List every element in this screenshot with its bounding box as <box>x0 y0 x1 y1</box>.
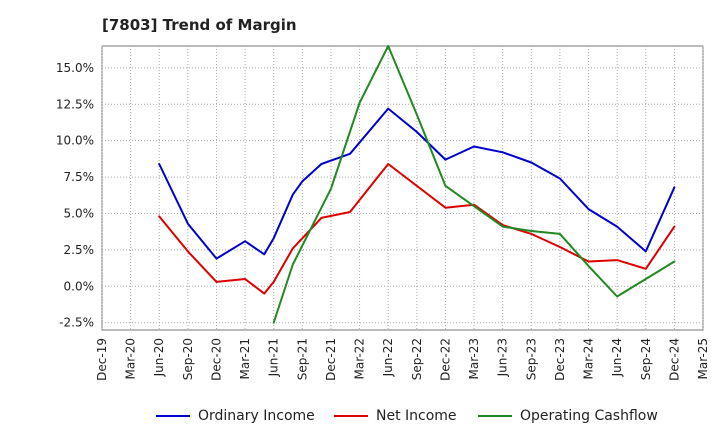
legend-swatch-net-income <box>334 415 368 417</box>
legend-swatch-operating-cashflow <box>478 415 512 417</box>
x-tick-label: Dec-22 <box>438 338 452 381</box>
x-tick-label: Jun-21 <box>267 338 281 377</box>
x-tick-label: Dec-23 <box>553 338 567 381</box>
x-tick-label: Mar-25 <box>696 338 710 379</box>
x-tick-label: Dec-24 <box>667 338 681 381</box>
x-tick-label: Dec-21 <box>324 338 338 381</box>
x-tick-label: Mar-21 <box>238 338 252 379</box>
y-tick-label: 15.0% <box>56 61 94 75</box>
y-tick-label: 0.0% <box>64 279 95 293</box>
chart-title: [7803] Trend of Margin <box>102 16 297 34</box>
x-tick-label: Mar-20 <box>124 338 138 379</box>
series-lines <box>158 45 676 324</box>
x-tick-label: Dec-19 <box>95 338 109 381</box>
x-tick-label: Mar-24 <box>582 338 596 379</box>
series-line-ordinary-income <box>158 107 676 260</box>
y-tick-label: 10.0% <box>56 134 94 148</box>
x-tick-label: Jun-20 <box>152 338 166 377</box>
y-tick-label: 12.5% <box>56 97 94 111</box>
legend-label-net-income: Net Income <box>376 408 457 424</box>
x-tick-label: Sep-20 <box>181 338 195 380</box>
legend-item-ordinary-income: Ordinary Income <box>156 406 315 426</box>
x-tick-label: Jun-24 <box>610 338 624 377</box>
legend-label-ordinary-income: Ordinary Income <box>198 408 315 424</box>
y-tick-label: 7.5% <box>64 170 95 184</box>
legend-label-operating-cashflow: Operating Cashflow <box>520 408 658 424</box>
x-tick-label: Jun-22 <box>381 338 395 377</box>
series-line-operating-cashflow <box>272 45 676 324</box>
legend-item-operating-cashflow: Operating Cashflow <box>478 406 658 426</box>
x-tick-label: Sep-24 <box>639 338 653 380</box>
legend-swatch-ordinary-income <box>156 415 190 417</box>
x-tick-label: Sep-21 <box>295 338 309 380</box>
legend: Ordinary Income Net Income Operating Cas… <box>0 406 720 426</box>
axes: Dec-19 Mar-20 Jun-20 Sep-20 Dec-20 Mar-21 Jun-… <box>56 61 710 381</box>
x-tick-label: Sep-23 <box>524 338 538 380</box>
plot-area <box>101 45 704 331</box>
y-tick-label: 2.5% <box>64 243 95 257</box>
y-tick-label: -2.5% <box>59 316 94 330</box>
x-tick-label: Jun-23 <box>496 338 510 377</box>
x-tick-label: Sep-22 <box>410 338 424 380</box>
series-line-net-income <box>158 163 676 295</box>
legend-item-net-income: Net Income <box>334 406 457 426</box>
x-tick-label: Mar-22 <box>353 338 367 379</box>
y-tick-label: 5.0% <box>64 206 95 220</box>
x-tick-label: Mar-23 <box>467 338 481 379</box>
x-tick-label: Dec-20 <box>209 338 223 381</box>
